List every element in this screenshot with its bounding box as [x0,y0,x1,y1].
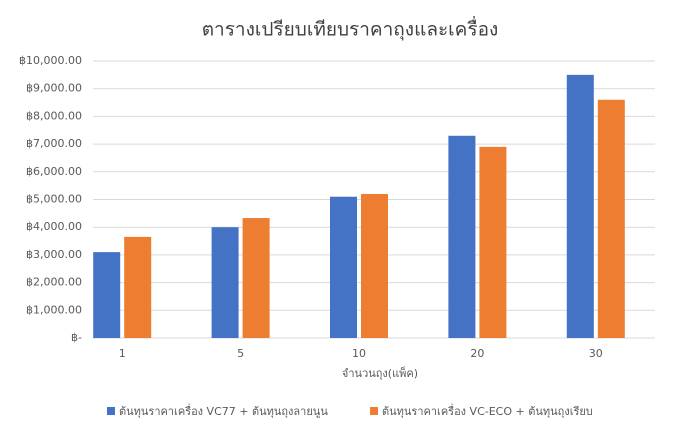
y-tick-label: ฿4,000.00 [26,220,82,233]
x-tick-label: 5 [237,347,244,360]
bar [479,146,507,338]
y-tick-label: ฿1,000.00 [26,303,82,316]
y-tick-label: ฿10,000.00 [19,54,82,67]
bar [242,218,270,338]
y-tick-label: ฿9,000.00 [26,82,82,95]
x-axis-label: จำนวนถุง(แพ็ค) [342,366,418,380]
x-tick-label: 1 [119,347,126,360]
bar [93,252,121,338]
x-tick-label: 20 [470,347,484,360]
y-tick-label: ฿6,000.00 [26,165,82,178]
bar [361,193,388,338]
y-tick-label: ฿8,000.00 [26,109,82,122]
y-tick-label: ฿2,000.00 [26,276,82,289]
y-tick-label: ฿5,000.00 [26,193,82,206]
bar [211,227,239,338]
y-tick-label: ฿7,000.00 [26,137,82,150]
legend-label: ต้นทุนราคาเครื่อง VC77 + ต้นทุนถุงลายนูน [119,403,328,418]
bar [566,74,594,338]
chart-title: ตารางเปรียบเทียบราคาถุงและเครื่อง [202,16,499,42]
bar [330,196,357,338]
bar [597,99,625,338]
y-tick-label: ฿3,000.00 [26,248,82,261]
bar [448,135,476,338]
y-tick-label: ฿- [71,331,82,344]
x-tick-label: 30 [589,347,603,360]
bar [124,236,152,338]
legend-swatch [107,407,115,415]
x-tick-label: 10 [352,347,366,360]
legend-label: ต้นทุนราคาเครื่อง VC-ECO + ต้นทุนถุงเรีย… [382,403,593,418]
legend-swatch [370,407,378,415]
